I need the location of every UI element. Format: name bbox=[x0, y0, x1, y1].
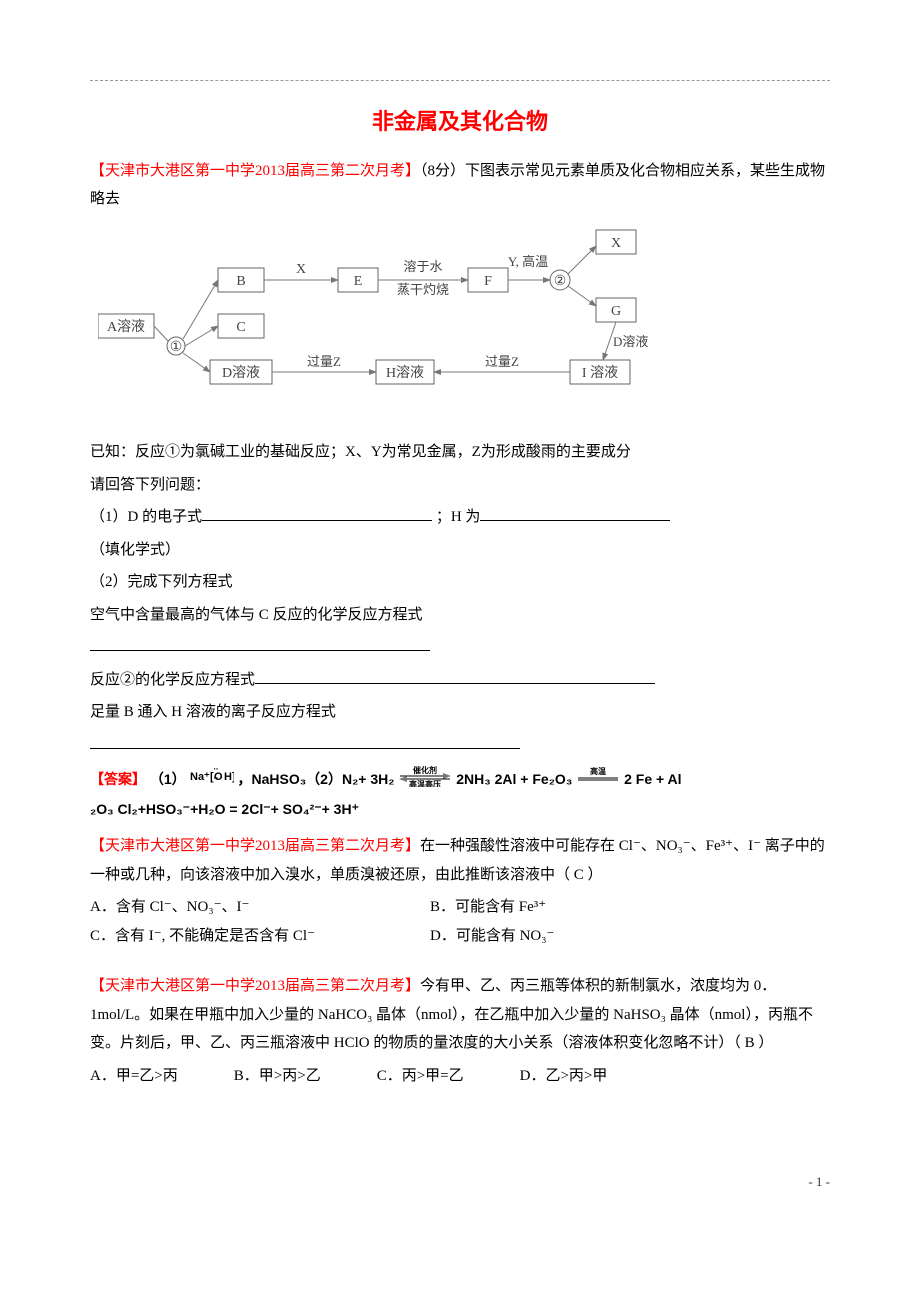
svg-text:G: G bbox=[611, 304, 621, 319]
svg-text:①: ① bbox=[170, 340, 183, 355]
q1-known: 已知：反应①为氯碱工业的基础反应；X、Y为常见金属，Z为形成酸雨的主要成分 bbox=[90, 438, 830, 467]
q3-optC: C．丙>甲=乙 bbox=[377, 1062, 464, 1091]
svg-text:溶于水: 溶于水 bbox=[403, 259, 442, 274]
blank-line bbox=[90, 633, 830, 662]
q2-stem: 【天津市大港区第一中学2013届高三第二次月考】在一种强酸性溶液中可能存在 Cl… bbox=[90, 832, 830, 889]
spacer bbox=[90, 950, 830, 972]
q2-opts-row1: A．含有 Cl⁻、NO₃⁻、I⁻ B．可能含有 Fe³⁺ bbox=[90, 893, 830, 922]
q1-answer: 【答案】 （1） Na⁺ [ ¨O¨ H]⁻ ，NaHSO₃（2）N₂+ 3H₂… bbox=[90, 765, 830, 822]
q1-source: 【天津市大港区第一中学2013届高三第二次月考】 bbox=[90, 163, 420, 179]
page-number: - 1 - bbox=[90, 1170, 830, 1195]
q3-stem: 【天津市大港区第一中学2013届高三第二次月考】今有甲、乙、丙三瓶等体积的新制氯… bbox=[90, 972, 830, 1058]
reaction-arrow-icon: 催化剂 高温高压 bbox=[398, 765, 452, 796]
svg-text:A溶液: A溶液 bbox=[107, 319, 145, 335]
blank bbox=[255, 683, 655, 684]
q3-source: 【天津市大港区第一中学2013届高三第二次月考】 bbox=[90, 978, 420, 994]
electron-formula-icon: Na⁺ [ ¨O¨ H]⁻ bbox=[190, 767, 234, 794]
svg-text:Y, 高温: Y, 高温 bbox=[508, 254, 548, 269]
q1-prompt: 请回答下列问题： bbox=[90, 471, 830, 500]
q1-p2a: 空气中含量最高的气体与 C 反应的化学反应方程式 bbox=[90, 601, 830, 630]
blank bbox=[480, 520, 670, 521]
svg-text:D溶液: D溶液 bbox=[613, 334, 648, 349]
svg-text:蒸干灼烧: 蒸干灼烧 bbox=[397, 282, 449, 297]
svg-text:过量Z: 过量Z bbox=[485, 354, 519, 369]
svg-text:C: C bbox=[236, 320, 245, 335]
q2-optA: A．含有 Cl⁻、NO₃⁻、I⁻ bbox=[90, 893, 430, 922]
page-title: 非金属及其化合物 bbox=[90, 101, 830, 143]
svg-text:高温: 高温 bbox=[590, 767, 606, 776]
blank-line-2 bbox=[90, 731, 830, 760]
svg-text:X: X bbox=[611, 236, 621, 251]
svg-text:F: F bbox=[484, 274, 492, 289]
svg-text:I 溶液: I 溶液 bbox=[582, 365, 618, 381]
q3-opts: A．甲=乙>丙 B．甲>丙>乙 C．丙>甲=乙 D．乙>丙>甲 bbox=[90, 1062, 830, 1091]
q2-optC: C．含有 I⁻, 不能确定是否含有 Cl⁻ bbox=[90, 922, 430, 951]
answer-line2: ₂O₃ Cl₂+HSO₃⁻+H₂O = 2Cl⁻+ SO₄²⁻+ 3H⁺ bbox=[90, 801, 359, 817]
top-divider bbox=[90, 80, 830, 81]
answer-label: 【答案】 bbox=[90, 771, 146, 787]
svg-text:¨: ¨ bbox=[214, 776, 218, 785]
svg-text:高温高压: 高温高压 bbox=[409, 779, 441, 787]
svg-text:Na⁺: Na⁺ bbox=[190, 771, 210, 783]
q1-p1c: （填化学式） bbox=[90, 536, 830, 565]
q1-diagram: A溶液 ① B C D溶液 E F X G H溶液 I 溶液 ② X 溶于水 bbox=[98, 226, 830, 427]
q1-stem: 【天津市大港区第一中学2013届高三第二次月考】（8分）下图表示常见元素单质及化… bbox=[90, 157, 830, 214]
svg-text:D溶液: D溶液 bbox=[222, 365, 260, 381]
svg-text:催化剂: 催化剂 bbox=[413, 765, 437, 775]
q1-p1: （1）D 的电子式 ；H 为 bbox=[90, 503, 830, 532]
q2-optD: D．可能含有 NO₃⁻ bbox=[430, 922, 554, 951]
reaction-arrow-icon: 高温 bbox=[576, 767, 620, 794]
q3-optA: A．甲=乙>丙 bbox=[90, 1062, 178, 1091]
svg-text:②: ② bbox=[554, 274, 567, 289]
q1-p2: （2）完成下列方程式 bbox=[90, 568, 830, 597]
svg-text:H]⁻: H]⁻ bbox=[224, 771, 234, 783]
q2-opts-row2: C．含有 I⁻, 不能确定是否含有 Cl⁻ D．可能含有 NO₃⁻ bbox=[90, 922, 830, 951]
svg-text:B: B bbox=[236, 274, 245, 289]
svg-text:E: E bbox=[354, 274, 363, 289]
q3-optB: B．甲>丙>乙 bbox=[234, 1062, 321, 1091]
q2-optB: B．可能含有 Fe³⁺ bbox=[430, 893, 546, 922]
svg-text:过量Z: 过量Z bbox=[307, 354, 341, 369]
q1-p2c: 足量 B 通入 H 溶液的离子反应方程式 bbox=[90, 698, 830, 727]
blank bbox=[202, 520, 432, 521]
svg-text:X: X bbox=[296, 262, 306, 277]
q2-source: 【天津市大港区第一中学2013届高三第二次月考】 bbox=[90, 838, 420, 854]
q1-p2b: 反应②的化学反应方程式 bbox=[90, 666, 830, 695]
svg-text:H溶液: H溶液 bbox=[386, 365, 424, 381]
q3-optD: D．乙>丙>甲 bbox=[520, 1062, 608, 1091]
